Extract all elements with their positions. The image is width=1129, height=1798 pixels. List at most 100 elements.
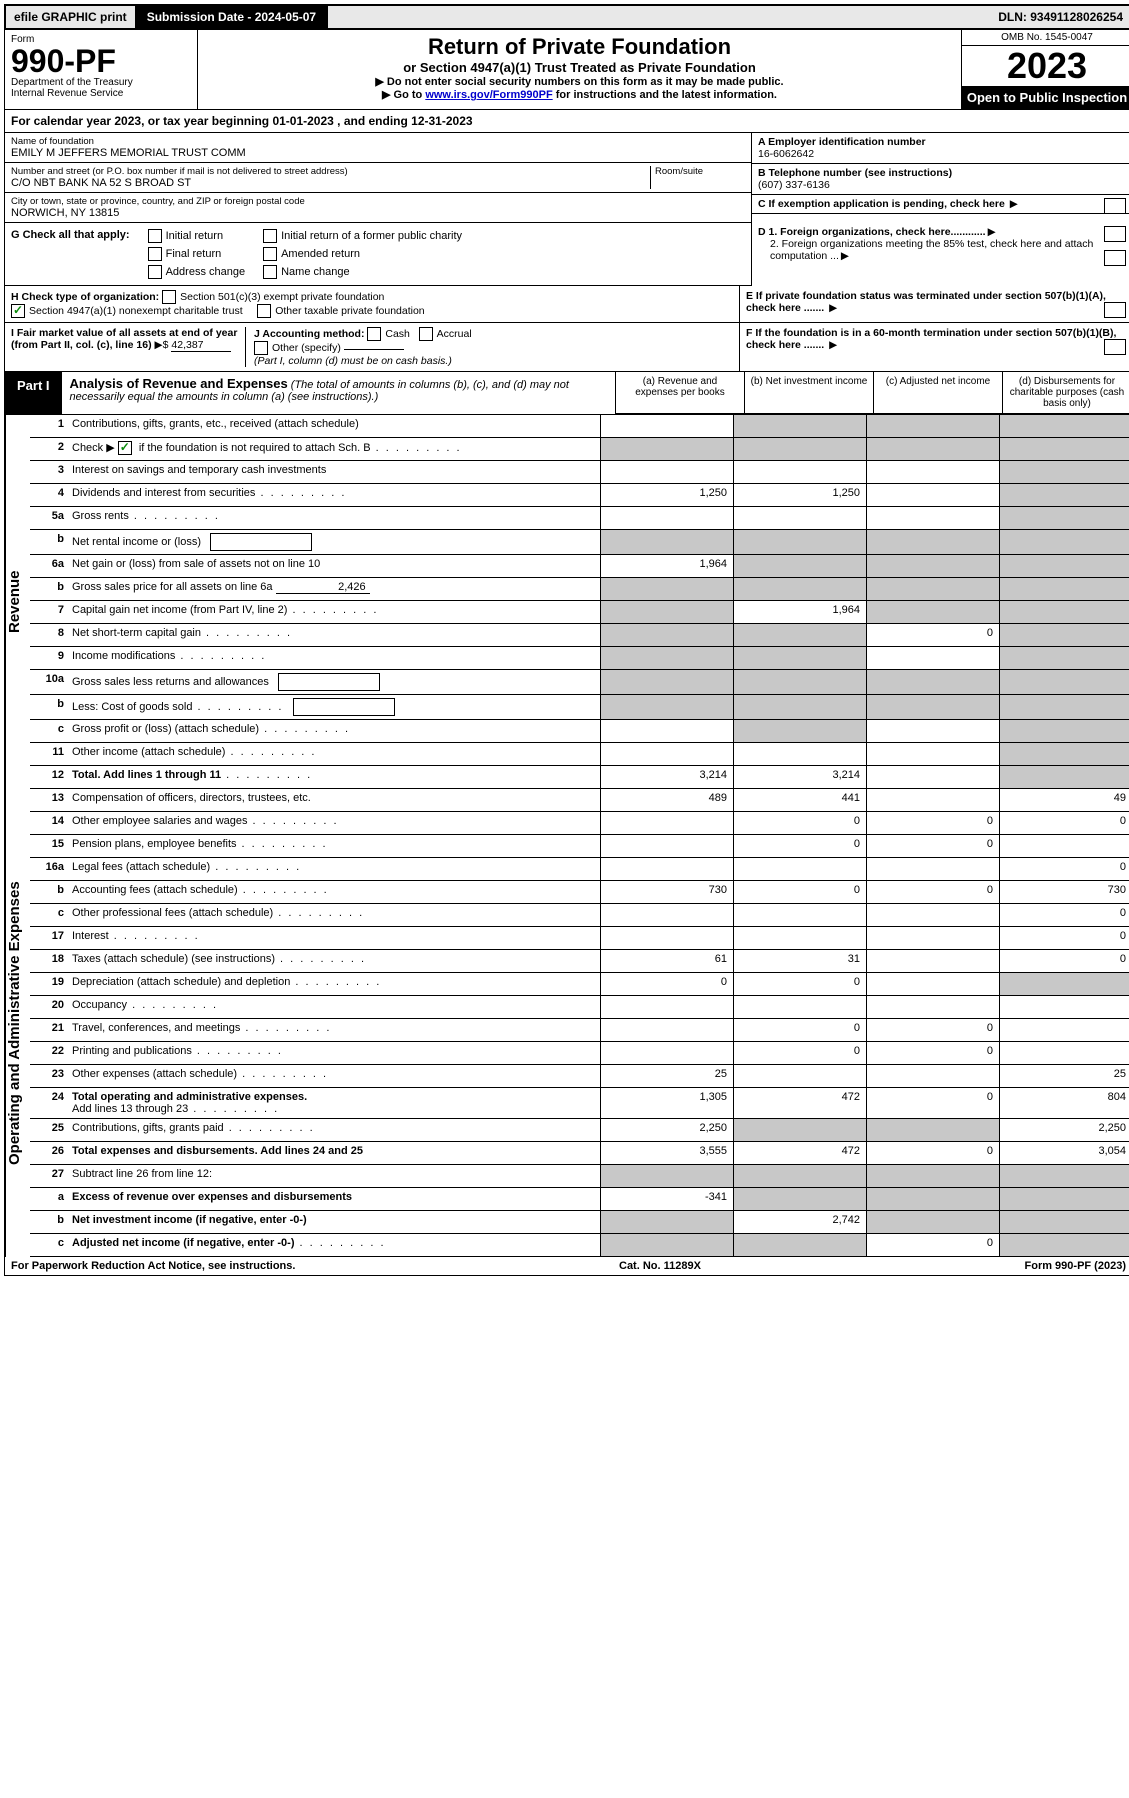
form-number: 990-PF bbox=[11, 45, 191, 77]
calendar-year: For calendar year 2023, or tax year begi… bbox=[4, 110, 1129, 133]
r10a: Gross sales less returns and allowances bbox=[68, 670, 600, 694]
cb-address[interactable] bbox=[148, 265, 162, 279]
info-section: Name of foundation EMILY M JEFFERS MEMOR… bbox=[4, 133, 1129, 223]
cb-namechange[interactable] bbox=[263, 265, 277, 279]
col-c: (c) Adjusted net income bbox=[873, 372, 1002, 414]
f-checkbox[interactable] bbox=[1104, 339, 1126, 355]
room-label: Room/suite bbox=[655, 166, 745, 177]
c-checkbox[interactable] bbox=[1104, 198, 1126, 214]
r7: Capital gain net income (from Part IV, l… bbox=[68, 601, 600, 623]
r23: Other expenses (attach schedule) bbox=[68, 1065, 600, 1087]
other-spec bbox=[344, 349, 404, 350]
submission-date: Submission Date - 2024-05-07 bbox=[137, 6, 328, 28]
r27c: Adjusted net income (if negative, enter … bbox=[68, 1234, 600, 1256]
part1-header: Part I Analysis of Revenue and Expenses … bbox=[4, 372, 1129, 415]
efile-label[interactable]: efile GRAPHIC print bbox=[6, 6, 137, 28]
form-link[interactable]: www.irs.gov/Form990PF bbox=[425, 89, 552, 101]
form-title: Return of Private Foundation bbox=[202, 34, 957, 60]
d2-label: 2. Foreign organizations meeting the 85%… bbox=[770, 238, 1093, 262]
cb-initial[interactable] bbox=[148, 229, 162, 243]
arrow-icon: ▶ bbox=[1010, 198, 1018, 210]
cb-schb[interactable] bbox=[118, 441, 132, 455]
cb-final[interactable] bbox=[148, 247, 162, 261]
city: NORWICH, NY 13815 bbox=[11, 207, 745, 219]
r2: Check ▶ if the foundation is not require… bbox=[68, 438, 600, 460]
footer-left: For Paperwork Reduction Act Notice, see … bbox=[11, 1260, 295, 1272]
j-note: (Part I, column (d) must be on cash basi… bbox=[254, 355, 452, 367]
r12: Total. Add lines 1 through 11 bbox=[68, 766, 600, 788]
cb-4947[interactable] bbox=[11, 304, 25, 318]
arrow-icon: ▶ bbox=[841, 250, 849, 262]
r11: Other income (attach schedule) bbox=[68, 743, 600, 765]
city-label: City or town, state or province, country… bbox=[11, 196, 745, 207]
g-label: G Check all that apply: bbox=[11, 229, 130, 241]
cb-other[interactable] bbox=[254, 341, 268, 355]
d2-checkbox[interactable] bbox=[1104, 250, 1126, 266]
part1-label: Part I bbox=[5, 372, 62, 414]
page-footer: For Paperwork Reduction Act Notice, see … bbox=[4, 1257, 1129, 1276]
r26: Total expenses and disbursements. Add li… bbox=[68, 1142, 600, 1164]
open-inspection: Open to Public Inspection bbox=[962, 86, 1129, 109]
g-opt-2: Address change bbox=[166, 266, 246, 278]
cb-501c3[interactable] bbox=[162, 290, 176, 304]
cb-initial-former[interactable] bbox=[263, 229, 277, 243]
r27a: Excess of revenue over expenses and disb… bbox=[68, 1188, 600, 1210]
g-section: G Check all that apply: Initial return F… bbox=[4, 223, 1129, 286]
r10c: Gross profit or (loss) (attach schedule) bbox=[68, 720, 600, 742]
r6b: Gross sales price for all assets on line… bbox=[68, 578, 600, 600]
r9: Income modifications bbox=[68, 647, 600, 669]
revenue-side-label: Revenue bbox=[5, 415, 30, 789]
col-a: (a) Revenue and expenses per books bbox=[615, 372, 744, 414]
r21: Travel, conferences, and meetings bbox=[68, 1019, 600, 1041]
r16b: Accounting fees (attach schedule) bbox=[68, 881, 600, 903]
h-opt-2: Section 4947(a)(1) nonexempt charitable … bbox=[29, 304, 243, 316]
r25: Contributions, gifts, grants paid bbox=[68, 1119, 600, 1141]
g-opt-3: Initial return of a former public charit… bbox=[281, 230, 462, 242]
r15: Pension plans, employee benefits bbox=[68, 835, 600, 857]
r8: Net short-term capital gain bbox=[68, 624, 600, 646]
j-other: Other (specify) bbox=[272, 341, 341, 353]
r18: Taxes (attach schedule) (see instruction… bbox=[68, 950, 600, 972]
r16a: Legal fees (attach schedule) bbox=[68, 858, 600, 880]
r27: Subtract line 26 from line 12: bbox=[68, 1165, 600, 1187]
r17: Interest bbox=[68, 927, 600, 949]
e-label: E If private foundation status was termi… bbox=[746, 290, 1106, 314]
instr2-pre: ▶ Go to bbox=[382, 89, 425, 101]
expenses-table: Operating and Administrative Expenses 13… bbox=[4, 789, 1129, 1257]
c-label: C If exemption application is pending, c… bbox=[758, 198, 1005, 210]
r24: Total operating and administrative expen… bbox=[68, 1088, 600, 1118]
h-opt-3: Other taxable private foundation bbox=[275, 304, 424, 316]
r4: Dividends and interest from securities bbox=[68, 484, 600, 506]
instr-1: ▶ Do not enter social security numbers o… bbox=[202, 75, 957, 88]
r20: Occupancy bbox=[68, 996, 600, 1018]
omb: OMB No. 1545-0047 bbox=[962, 30, 1129, 46]
arrow-icon: ▶ bbox=[829, 302, 837, 314]
cb-amended[interactable] bbox=[263, 247, 277, 261]
form-header: Form 990-PF Department of the Treasury I… bbox=[4, 30, 1129, 110]
dept: Department of the Treasury bbox=[11, 77, 191, 88]
i-arrow: ▶$ bbox=[155, 339, 169, 351]
e-checkbox[interactable] bbox=[1104, 302, 1126, 318]
ein: 16-6062642 bbox=[758, 148, 1126, 160]
cb-accrual[interactable] bbox=[419, 327, 433, 341]
col-b: (b) Net investment income bbox=[744, 372, 873, 414]
r5b: Net rental income or (loss) bbox=[68, 530, 600, 554]
address: C/O NBT BANK NA 52 S BROAD ST bbox=[11, 177, 650, 189]
col-d: (d) Disbursements for charitable purpose… bbox=[1002, 372, 1129, 414]
r13: Compensation of officers, directors, tru… bbox=[68, 789, 600, 811]
r14: Other employee salaries and wages bbox=[68, 812, 600, 834]
arrow-icon: ▶ bbox=[829, 339, 837, 351]
instr-2: ▶ Go to www.irs.gov/Form990PF for instru… bbox=[202, 88, 957, 101]
foundation-name: EMILY M JEFFERS MEMORIAL TRUST COMM bbox=[11, 147, 745, 159]
d1-checkbox[interactable] bbox=[1104, 226, 1126, 242]
ijf-section: I Fair market value of all assets at end… bbox=[4, 323, 1129, 372]
j-accrual: Accrual bbox=[437, 327, 472, 339]
h-label: H Check type of organization: bbox=[11, 290, 159, 302]
r27b: Net investment income (if negative, ente… bbox=[68, 1211, 600, 1233]
cb-other-tax[interactable] bbox=[257, 304, 271, 318]
r19: Depreciation (attach schedule) and deple… bbox=[68, 973, 600, 995]
cb-cash[interactable] bbox=[367, 327, 381, 341]
phone-label: B Telephone number (see instructions) bbox=[758, 167, 1126, 179]
f-label: F If the foundation is in a 60-month ter… bbox=[746, 327, 1116, 351]
h-opt-1: Section 501(c)(3) exempt private foundat… bbox=[180, 290, 384, 302]
